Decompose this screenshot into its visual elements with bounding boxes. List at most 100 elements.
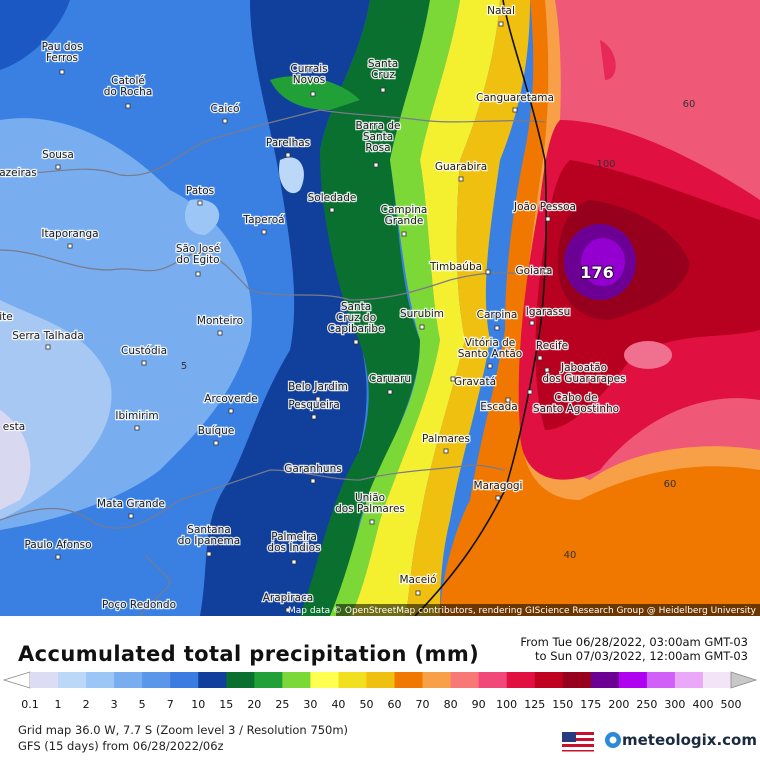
- legend-swatch: [450, 672, 480, 688]
- deep-blue-band: [200, 0, 370, 616]
- period-to: to Sun 07/03/2022, 12:00am GMT-03: [535, 649, 748, 663]
- city-label: Paulo Afonso: [24, 539, 91, 551]
- legend-swatch: [310, 672, 339, 688]
- legend-swatch: [646, 672, 676, 688]
- gold-band: [405, 0, 530, 616]
- city-marker: [311, 414, 317, 420]
- city-label: do Rocha: [104, 86, 153, 98]
- legend-swatch: [562, 672, 592, 688]
- city-label: Custódia: [121, 345, 167, 357]
- light-green-band: [330, 0, 460, 616]
- pink-spot: [624, 341, 672, 369]
- city-label: Cruz: [371, 69, 395, 81]
- city-label: Santa: [341, 301, 371, 313]
- city-label: dos Guararapes: [542, 373, 625, 385]
- city-marker: [543, 268, 549, 274]
- legend-swatch: [30, 672, 59, 688]
- city-label: Timbaúba: [429, 261, 482, 273]
- city-marker: [285, 152, 291, 158]
- city-label: Igarassu: [526, 306, 571, 318]
- legend-swatch: [282, 672, 311, 688]
- legend-label: 300: [664, 698, 685, 711]
- legend-swatch: [534, 672, 564, 688]
- city-label: Novos: [293, 74, 325, 86]
- legend-label: 125: [524, 698, 545, 711]
- city-label: Surubim: [400, 308, 444, 320]
- city-marker: [315, 396, 321, 402]
- panel-title: Accumulated total precipitation (mm): [18, 642, 479, 666]
- city-label: São José: [176, 243, 220, 255]
- city-marker: [217, 330, 223, 336]
- city-label: Patos: [186, 185, 214, 197]
- legend-label: 200: [608, 698, 629, 711]
- city-label: Recife: [536, 340, 568, 352]
- city-label: Canguaretama: [476, 92, 554, 104]
- city-label: Santo Antão: [458, 348, 522, 360]
- dark-blue-zone: [0, 0, 70, 70]
- city-label: Poço Redondo: [102, 599, 176, 611]
- legend-label: 250: [636, 698, 657, 711]
- city-marker: [443, 448, 449, 454]
- city-label: esta: [3, 421, 25, 433]
- legend-swatch: [226, 672, 255, 688]
- city-label: João Pessoa: [513, 201, 576, 213]
- city-marker: [310, 478, 316, 484]
- yellow-band: [350, 0, 500, 616]
- city-label: Parelhas: [266, 137, 310, 149]
- city-marker: [329, 207, 335, 213]
- city-marker: [505, 397, 511, 403]
- legend-swatch: [702, 672, 732, 688]
- city-label: Taperoá: [242, 214, 284, 226]
- legend-label: 70: [416, 698, 430, 711]
- legend-label: 150: [552, 698, 573, 711]
- legend-label: 10: [191, 698, 205, 711]
- flag: [562, 732, 594, 752]
- city-label: Currais: [290, 63, 327, 75]
- city-label: Serra Talhada: [12, 330, 84, 342]
- max-value-label: 176: [580, 263, 613, 282]
- city-marker: [222, 118, 228, 124]
- contour-label: 60: [683, 99, 696, 110]
- legend-label: 25: [275, 698, 289, 711]
- city-label: União: [355, 492, 385, 504]
- contour-label: 5: [181, 361, 187, 372]
- city-marker: [495, 495, 501, 501]
- city-label: Buíque: [198, 425, 235, 437]
- legend-swatch: [366, 672, 396, 688]
- lavender-zone: [0, 410, 31, 510]
- legend-swatch: [86, 672, 115, 688]
- state-border: [139, 554, 171, 616]
- legend-swatch: [590, 672, 620, 688]
- contour-label: 100: [596, 159, 615, 170]
- city-label: Itaporanga: [41, 228, 98, 240]
- city-label: ite: [0, 311, 13, 323]
- city-marker: [544, 367, 550, 373]
- brand-name[interactable]: meteologix.com: [622, 731, 757, 749]
- legend-label: 100: [496, 698, 517, 711]
- city-marker: [285, 607, 291, 613]
- city-marker: [401, 231, 407, 237]
- violet-core: [581, 238, 625, 286]
- city-marker: [387, 389, 393, 395]
- city-label: Sousa: [42, 149, 74, 161]
- coastline: [414, 0, 547, 616]
- pink-patch: [600, 40, 616, 80]
- contour-label: 60: [664, 479, 677, 490]
- city-label: Caicó: [211, 103, 240, 115]
- city-marker: [55, 164, 61, 170]
- city-marker: [197, 200, 203, 206]
- city-label: Maragogi: [474, 480, 523, 492]
- city-label: Pesqueira: [288, 399, 339, 411]
- city-marker: [195, 271, 201, 277]
- city-marker: [141, 360, 147, 366]
- city-marker: [545, 216, 551, 222]
- city-label: Gravatá: [454, 376, 496, 388]
- city-label: Carpina: [477, 309, 518, 321]
- attribution: Map data © OpenStreetMap contributors, r…: [288, 606, 757, 616]
- legend-label: 5: [139, 698, 146, 711]
- city-label: Soledade: [308, 192, 357, 204]
